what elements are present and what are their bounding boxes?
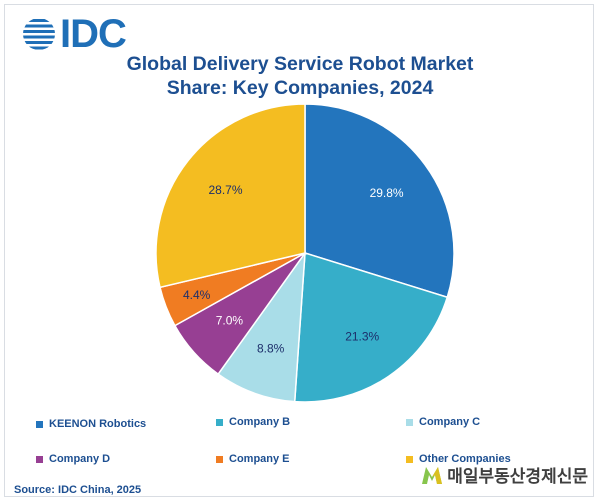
legend-item-company-d: Company D xyxy=(36,453,110,465)
watermark-logo-icon xyxy=(422,466,443,484)
legend-label: Other Companies xyxy=(419,453,511,465)
legend-swatch xyxy=(406,455,413,463)
logo-text: IDC xyxy=(60,12,127,56)
chart-frame xyxy=(4,4,594,497)
pie-slice-other-companies xyxy=(155,103,306,289)
legend-swatch xyxy=(36,420,43,428)
legend-swatch xyxy=(216,418,223,426)
legend-item-company-c: Company C xyxy=(406,416,480,428)
legend-label: Company B xyxy=(229,416,291,428)
legend-swatch xyxy=(216,455,223,463)
legend-label: Company D xyxy=(49,453,111,465)
source-note: Source: IDC China, 2025 xyxy=(14,484,142,496)
globe-icon xyxy=(23,19,55,50)
legend-swatch xyxy=(36,455,43,463)
legend-label: Company E xyxy=(229,453,290,465)
chart-title: Global Delivery Service Robot Market Sha… xyxy=(0,52,600,100)
slice-label-company-e: 4.4% xyxy=(183,288,211,302)
chart-title-line2: Share: Key Companies, 2024 xyxy=(166,77,434,99)
legend-label: Company C xyxy=(419,416,481,428)
watermark: 매일부동산경제신문 xyxy=(421,462,588,487)
legend-item-keenon: KEENON Robotics xyxy=(36,418,146,430)
slice-label-company-b: 21.3% xyxy=(345,330,379,344)
legend-item-company-b: Company B xyxy=(216,416,290,428)
slice-label-keenon-robotics: 29.8% xyxy=(370,186,404,200)
pie-slice-company-c xyxy=(217,250,306,403)
legend-swatch xyxy=(406,418,413,426)
legend-item-other: Other Companies xyxy=(406,453,511,465)
watermark-text: 매일부동산경제신문 xyxy=(447,467,588,486)
slice-label-company-d: 7.0% xyxy=(216,313,244,327)
pie-slice-keenon-robotics xyxy=(304,103,455,299)
legend-item-company-e: Company E xyxy=(216,453,290,465)
legend: KEENON Robotics Company B Company C Comp… xyxy=(0,410,600,470)
chart-title-line1: Global Delivery Service Robot Market xyxy=(126,53,474,75)
slice-label-company-c: 8.8% xyxy=(257,341,285,355)
idc-logo: IDC xyxy=(22,12,127,56)
slice-label-other-companies: 28.7% xyxy=(209,183,243,197)
legend-label: KEENON Robotics xyxy=(49,418,147,430)
pie-slice-company-b xyxy=(293,252,449,403)
